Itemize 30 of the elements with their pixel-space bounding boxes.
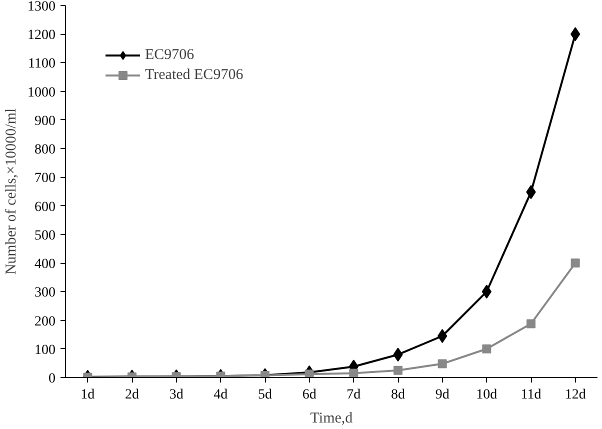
x-axis-title: Time,d bbox=[310, 410, 354, 426]
x-tick-label: 1d bbox=[80, 388, 95, 402]
x-tick-label: 9d bbox=[435, 388, 450, 402]
y-tick-label: 700 bbox=[34, 171, 56, 186]
x-tick-label: 3d bbox=[169, 388, 184, 402]
y-tick-label: 1100 bbox=[28, 56, 56, 72]
x-tick-label: 11d bbox=[520, 388, 542, 402]
y-tick-label: 200 bbox=[34, 314, 56, 330]
y-axis-title: Number of cells,×10000/ml bbox=[4, 108, 20, 275]
y-tick-label: 1200 bbox=[28, 28, 56, 44]
x-tick-label: 5d bbox=[258, 388, 272, 402]
x-tick-label: 8d bbox=[391, 388, 405, 402]
x-tick-label: 10d bbox=[476, 388, 498, 402]
y-tick-label: 300 bbox=[34, 286, 56, 301]
y-tick-label: 1300 bbox=[28, 0, 56, 14]
x-tick-label: 2d bbox=[125, 388, 139, 402]
x-tick-label: 12d bbox=[564, 388, 586, 402]
y-tick-label: 500 bbox=[34, 228, 56, 244]
x-tick-label: 6d bbox=[302, 388, 316, 402]
y-tick-label: 100 bbox=[34, 342, 56, 358]
y-tick-label: 400 bbox=[34, 257, 56, 272]
x-tick-label: 4d bbox=[214, 388, 228, 402]
y-tick-label: 800 bbox=[34, 142, 56, 158]
legend-label: EC9706 bbox=[145, 46, 194, 64]
y-tick-label: 900 bbox=[34, 114, 56, 129]
y-tick-label: 600 bbox=[34, 200, 56, 215]
y-tick-label: 0 bbox=[48, 372, 56, 386]
legend-label: Treated EC9706 bbox=[145, 66, 244, 84]
y-tick-label: 1000 bbox=[28, 85, 56, 100]
x-tick-label: 7d bbox=[346, 388, 361, 402]
